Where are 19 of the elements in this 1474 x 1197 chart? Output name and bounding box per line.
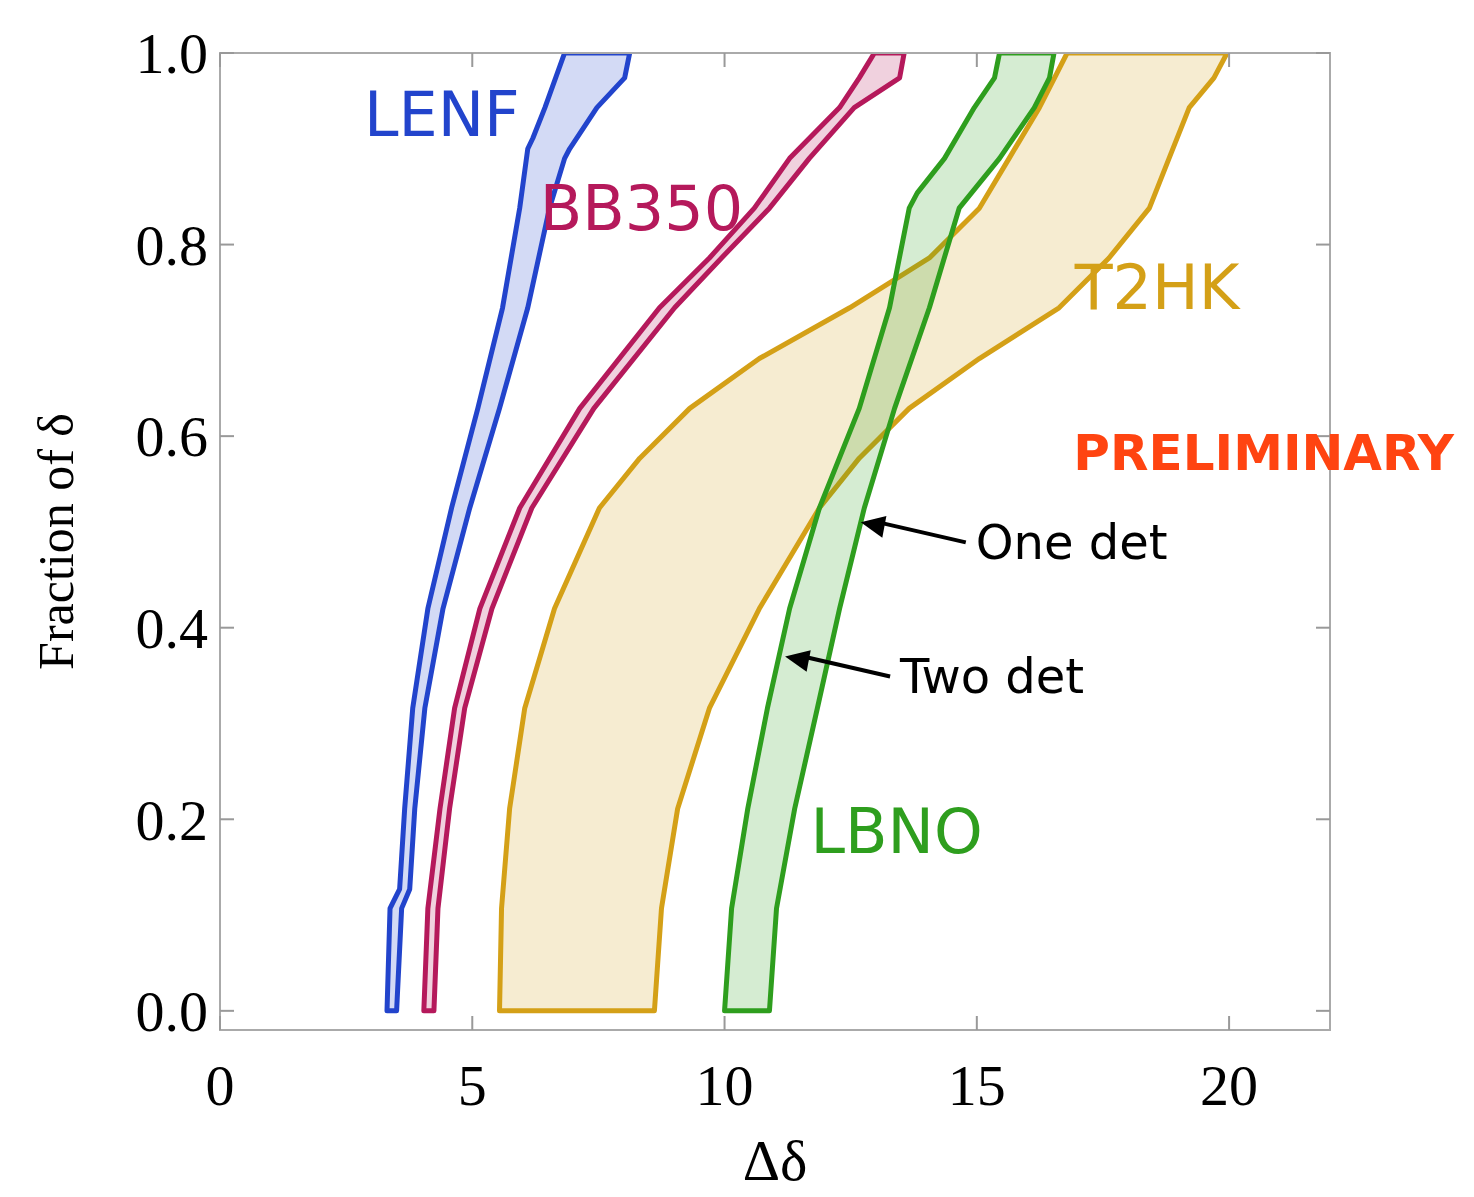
x-tick-label: 5 [457, 1053, 487, 1118]
annotation: PRELIMINARY [1073, 424, 1455, 482]
y-axis-title: Fraction of δ [28, 413, 84, 670]
series-label: LENF [363, 78, 520, 152]
y-tick-label: 0.8 [135, 212, 208, 278]
y-tick-label: 0.6 [135, 404, 208, 470]
y-tick-label: 1.0 [135, 21, 208, 87]
annotation: One det [975, 514, 1168, 571]
x-axis-title: Δδ [742, 1128, 808, 1193]
y-tick-label: 0.0 [135, 979, 208, 1045]
x-tick-label: 20 [1200, 1053, 1259, 1118]
x-tick-label: 0 [205, 1053, 235, 1118]
y-tick-label: 0.4 [135, 596, 208, 662]
y-tick-label: 0.2 [135, 787, 208, 853]
x-tick-label: 15 [947, 1053, 1006, 1118]
x-tick-label: 10 [695, 1053, 754, 1118]
annotation: Two det [899, 648, 1085, 705]
series-label: T2HK [1073, 250, 1241, 324]
series-label: LBNO [810, 795, 983, 869]
